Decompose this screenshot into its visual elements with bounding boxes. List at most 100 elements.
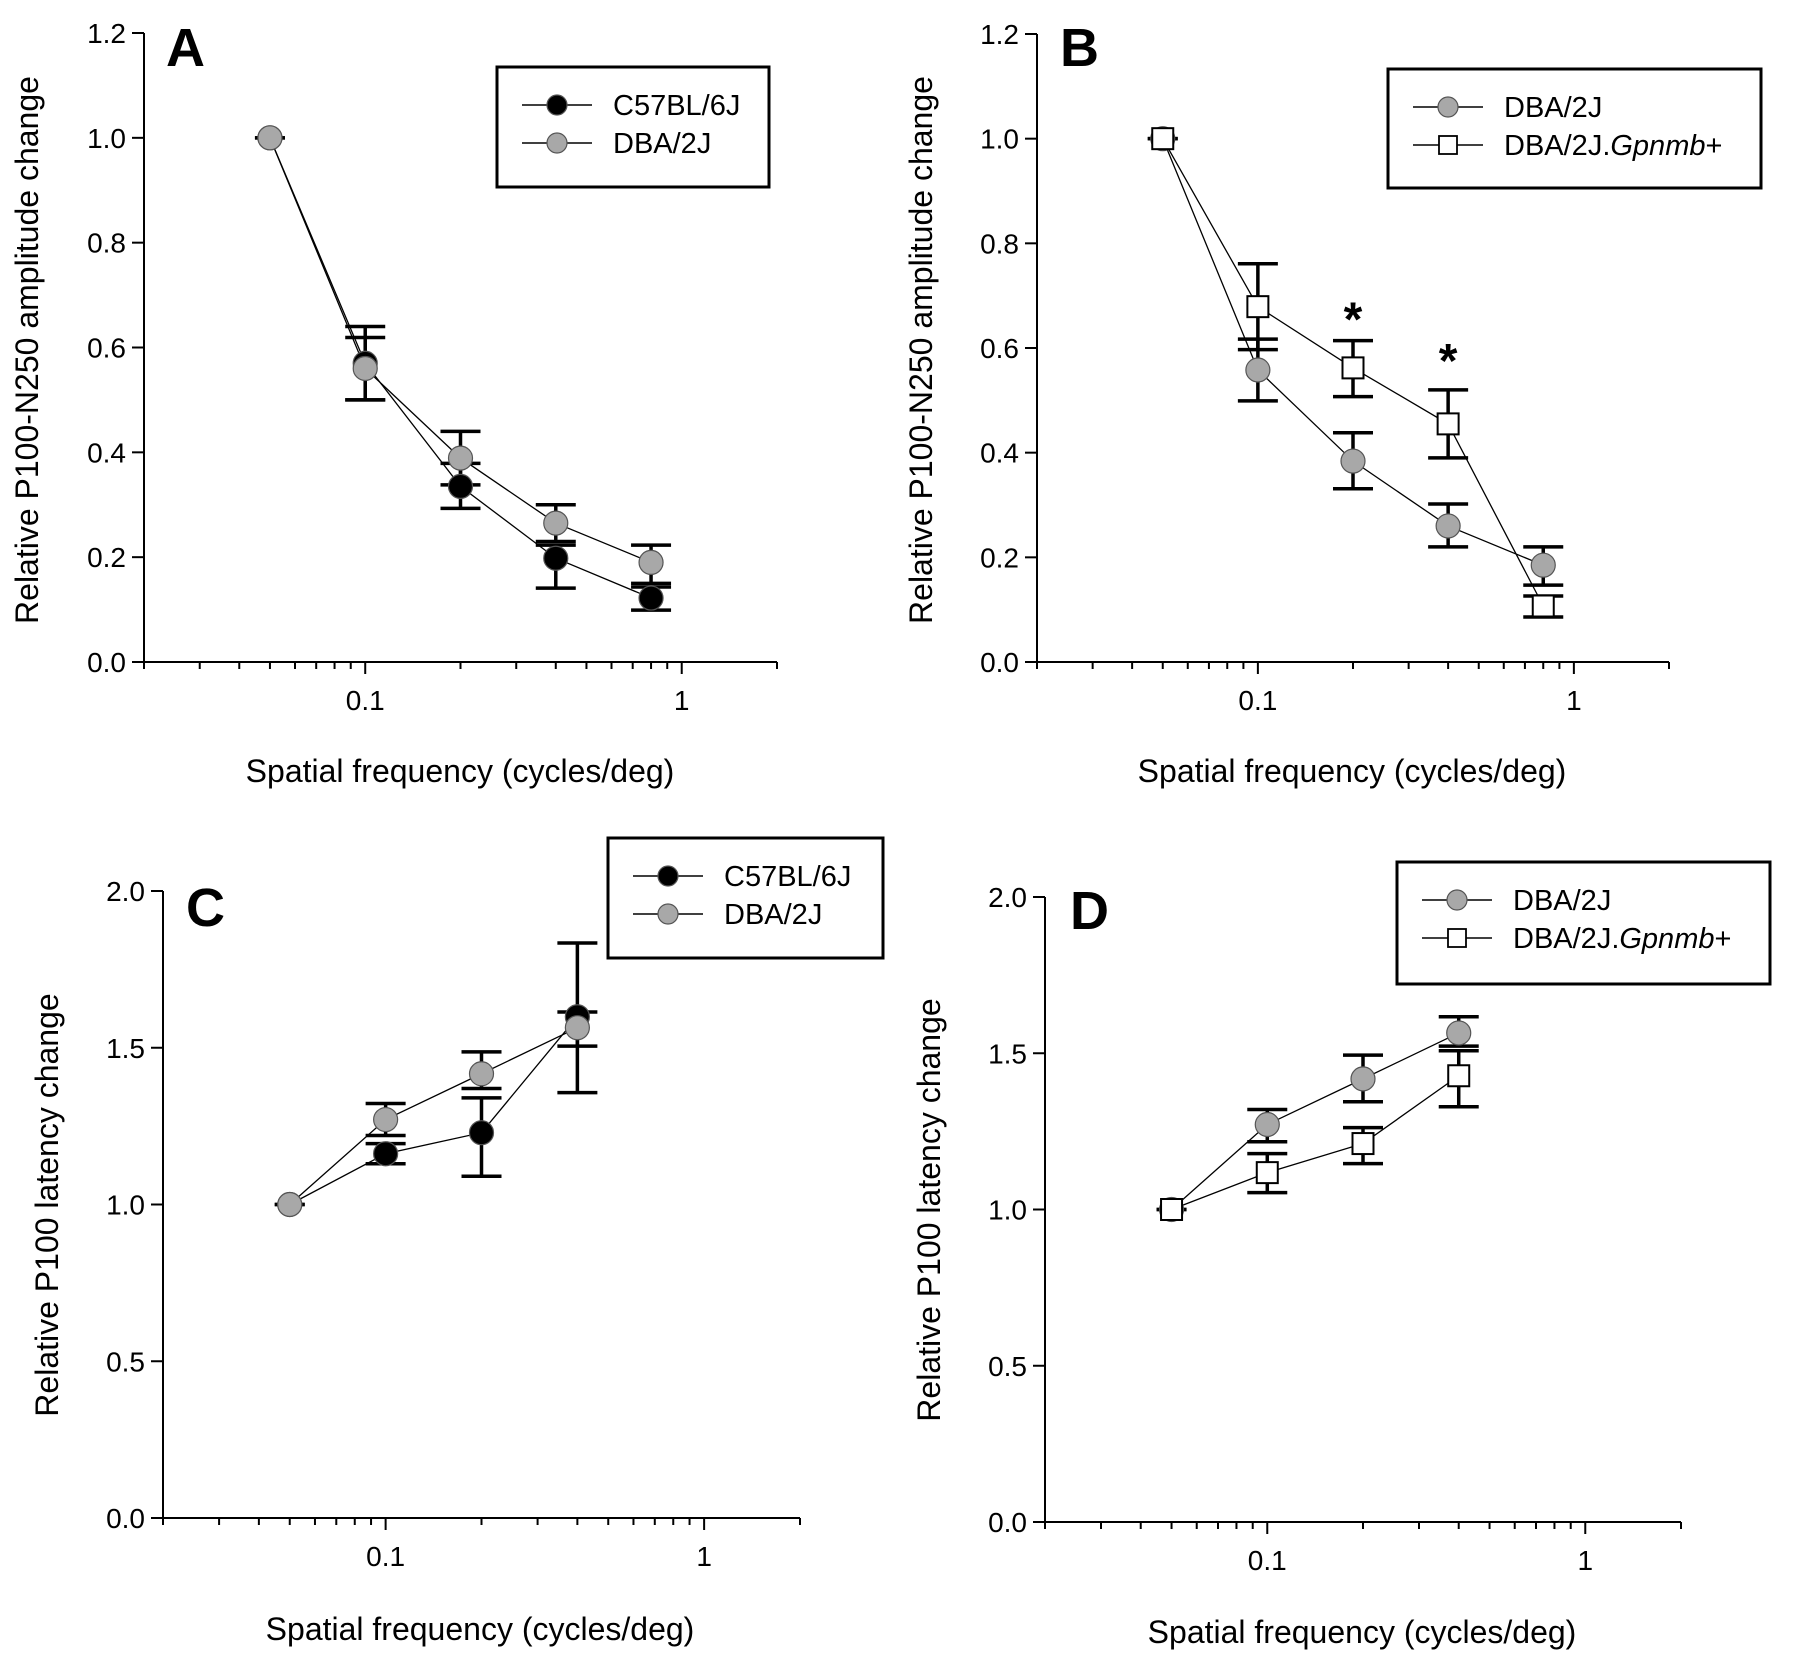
x-tick-label: 0.1 [1248, 1545, 1287, 1576]
y-tick-label: 0.8 [87, 228, 126, 259]
series-line [289, 1027, 578, 1205]
x-tick-label: 1 [696, 1541, 712, 1572]
legend-label-suffix: + [1714, 923, 1731, 955]
panel-letter: A [166, 18, 205, 78]
data-point-circle [468, 1061, 495, 1087]
y-tick-label: 0.2 [980, 542, 1019, 573]
legend-label: DBA/2J [1504, 92, 1602, 124]
x-axis-title: Spatial frequency (cycles/deg) [1148, 1614, 1577, 1650]
legend-label-suffix: + [1705, 130, 1722, 162]
y-tick-label: 0.0 [106, 1503, 145, 1534]
legend-box [606, 836, 885, 960]
data-point-circle [373, 1141, 399, 1167]
data-point-circle [373, 1106, 399, 1133]
legend-marker-circle [546, 132, 568, 154]
data-point-circle [1446, 1020, 1472, 1046]
data-point-circle [447, 473, 474, 500]
data-points [1158, 1020, 1472, 1223]
x-axis-title: Spatial frequency (cycles/deg) [246, 753, 675, 789]
panel-letter: B [1060, 18, 1099, 78]
series-lines [289, 1016, 578, 1206]
plot-area [254, 125, 672, 612]
legend-label: DBA/2J [724, 899, 822, 931]
x-axis-title: Spatial frequency (cycles/deg) [1138, 753, 1567, 789]
axes: 0.0 0.5 1.0 1.5 2.0 0.1 1 [106, 876, 801, 1572]
y-tick-label: 0.2 [87, 542, 126, 573]
series-line [289, 1016, 578, 1206]
panel-letter: C [186, 878, 225, 938]
panel-c: C Relative P100 latency change Spatial f… [29, 836, 885, 1647]
y-tick-label: 0.0 [87, 647, 126, 678]
legend-label-plain: DBA/2J. [1504, 130, 1610, 162]
legend-label: DBA/2J [613, 128, 711, 160]
series-line [1171, 1032, 1460, 1210]
data-point-circle [468, 1120, 495, 1146]
y-tick-label: 2.0 [106, 876, 145, 907]
legend-item: DBA/2J [522, 128, 711, 160]
data-point-square [1531, 594, 1555, 618]
data-point-circle [1340, 448, 1366, 474]
x-tick-label: 0.1 [1238, 685, 1277, 716]
data-point-circle [564, 1015, 590, 1041]
y-tick-label: 1.5 [106, 1033, 145, 1064]
x-tick-label: 1 [1566, 685, 1582, 716]
legend: C57BL/6J DBA/2J [495, 65, 771, 189]
y-tick-label: 1.0 [106, 1190, 145, 1221]
y-tick-label: 0.8 [980, 228, 1019, 259]
data-point-circle [1435, 513, 1461, 539]
data-point-square [1246, 295, 1270, 319]
data-point-circle [1245, 357, 1271, 383]
axes: 0.0 0.2 0.4 0.6 0.8 1.0 1.2 0.1 1 [980, 19, 1670, 716]
y-tick-label: 0.5 [988, 1351, 1027, 1382]
legend-label-italic: Gpnmb [1610, 130, 1705, 162]
axes: 0.0 0.5 1.0 1.5 2.0 0.1 1 [988, 882, 1682, 1576]
legend-label: DBA/2J.Gpnmb+ [1513, 923, 1731, 955]
y-tick-label: 0.0 [988, 1507, 1027, 1538]
data-point-square [1255, 1161, 1279, 1185]
legend-item: C57BL/6J [633, 861, 851, 893]
legend-item: DBA/2J [1413, 92, 1602, 124]
x-tick-label: 1 [1577, 1545, 1593, 1576]
data-point-circle [543, 545, 569, 571]
data-point-circle [257, 125, 283, 151]
y-tick-label: 1.2 [87, 18, 126, 49]
x-tick-label: 0.1 [366, 1541, 405, 1572]
data-point-circle [352, 355, 378, 382]
x-tick-label: 1 [674, 685, 690, 716]
legend-item: DBA/2J.Gpnmb+ [1413, 130, 1722, 162]
data-point-circle [447, 445, 474, 471]
y-tick-label: 0.4 [87, 437, 126, 468]
y-axis-title: Relative P100 latency change [29, 993, 65, 1416]
legend-box [1395, 860, 1772, 986]
data-point-circle [543, 510, 569, 536]
legend: C57BL/6J DBA/2J [606, 836, 885, 960]
legend-marker-circle [1437, 96, 1459, 118]
axes: 0.0 0.2 0.4 0.6 0.8 1.0 1.2 0.1 1 [87, 18, 778, 716]
legend-marker-circle [657, 903, 679, 925]
plot-area [1156, 1014, 1479, 1223]
series-lines [1171, 1032, 1460, 1211]
legend-label: C57BL/6J [724, 861, 851, 893]
plot-area [274, 941, 598, 1218]
legend-item: DBA/2J [1422, 885, 1611, 917]
legend-marker-square [1447, 928, 1467, 948]
data-point-circle [638, 549, 664, 576]
y-tick-label: 1.2 [980, 19, 1019, 50]
legend-box [495, 65, 771, 189]
legend-item: C57BL/6J [522, 90, 740, 122]
legend-label-italic: Gpnmb [1619, 923, 1714, 955]
data-point-circle [1530, 552, 1556, 578]
legend-marker-circle [546, 94, 568, 116]
legend-marker-circle [1446, 889, 1468, 911]
data-points [277, 1004, 590, 1218]
data-point-circle [277, 1191, 303, 1218]
y-tick-label: 0.0 [980, 647, 1019, 678]
data-point-square [1160, 1198, 1184, 1221]
y-tick-label: 1.0 [980, 124, 1019, 155]
y-axis-title: Relative P100-N250 amplitude change [903, 76, 939, 624]
y-tick-label: 0.6 [87, 333, 126, 364]
panel-letter: D [1070, 881, 1109, 941]
legend-label: DBA/2J.Gpnmb+ [1504, 130, 1722, 162]
